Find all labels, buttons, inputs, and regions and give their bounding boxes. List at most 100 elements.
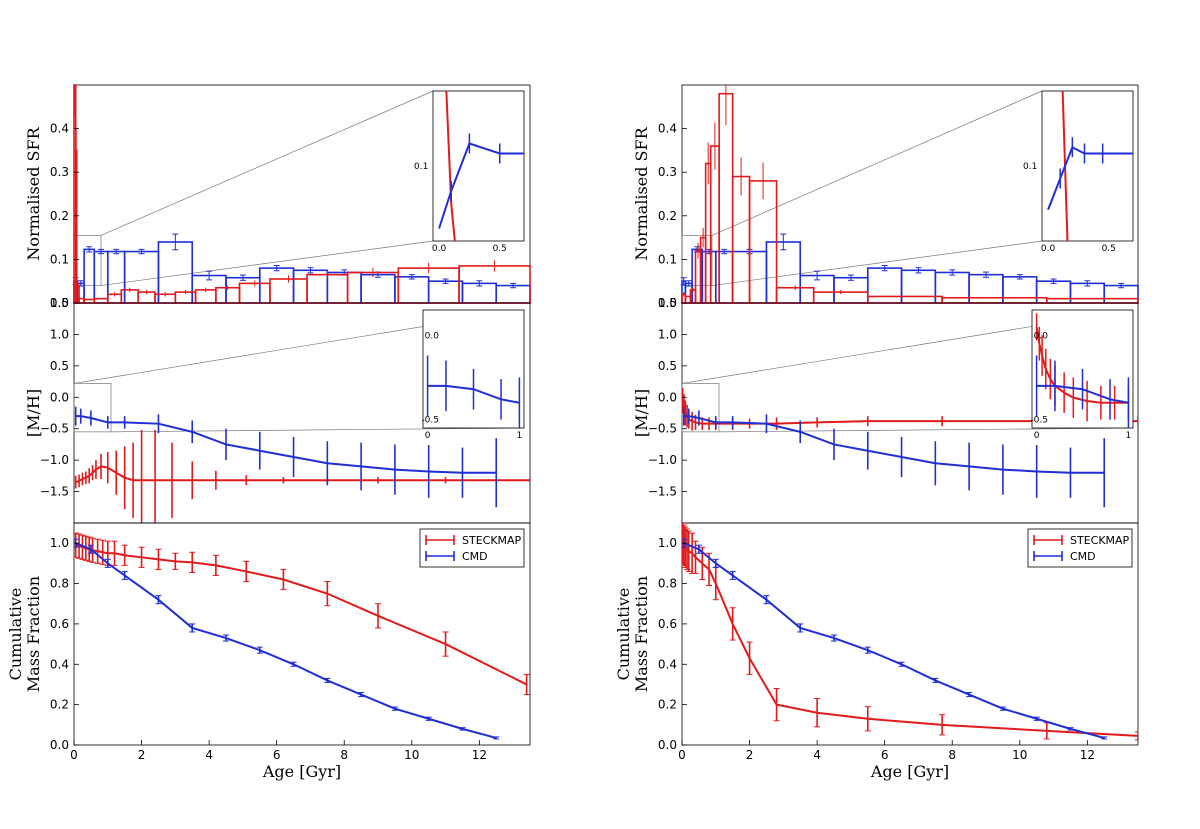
ylabel-cmf-1: Cumulative (614, 588, 633, 681)
ytick-label: 0.4 (50, 657, 69, 671)
zoom-connector (711, 90, 1043, 236)
legend-cmd-label: CMD (1070, 550, 1096, 563)
inset-ytick-label: 0.0 (425, 331, 440, 341)
inset-ytick-label: 0.1 (1023, 162, 1037, 172)
ytick-label: −1.0 (40, 453, 69, 467)
cmd-sfr-bar (106, 250, 126, 304)
ytick-label: −1.0 (648, 453, 677, 467)
ytick-label: 0.2 (50, 698, 69, 712)
cmd-sfr-bar (714, 250, 734, 304)
xtick-label: 12 (1080, 748, 1095, 762)
cmd-sfr-bar (427, 280, 464, 304)
ylabel-cmf-2: Mass Fraction (24, 576, 43, 692)
inset-xtick-label: 0.5 (493, 244, 507, 254)
zoom-connector (100, 240, 434, 286)
cmd-sfr-bar (123, 250, 160, 304)
ytick-label: 0.6 (50, 617, 69, 631)
ytick-label: 0.0 (50, 390, 69, 404)
panel-mh: 1.5 1.0 0.5 0.0 −0.5 −1.0 −1.5 0 1 0.0 -0.5 (40, 296, 531, 524)
legend-steckmap-label: STECKMAP (1070, 534, 1130, 547)
xtick-label: 10 (404, 748, 419, 762)
cmd-sfr-bar (1035, 280, 1072, 304)
zoom-connector (100, 90, 434, 236)
ytick-label: 0.0 (658, 390, 677, 404)
xtick-label: 2 (746, 748, 754, 762)
ylabel-mh: [M/H] (632, 389, 651, 437)
zoom-connector (711, 240, 1043, 286)
ytick-label: 1.5 (658, 296, 677, 310)
cmd-sfr-bar (360, 273, 396, 304)
chart-right-galaxy: 0.0 0.1 0.2 0.3 0.4 0.0 0.5 0.1 1.5 1.0 0.5 0.0 −0.5… (614, 84, 1139, 781)
xtick-label: 4 (205, 748, 213, 762)
ytick-label: 0.0 (50, 738, 69, 752)
inset-xtick-label: 0 (1034, 431, 1040, 441)
ylabel-mh: [M/H] (24, 389, 43, 437)
ytick-label: 0.8 (658, 577, 677, 591)
steckmap-sfr-bar (866, 295, 943, 304)
panel-sfr: 0.0 0.1 0.2 0.3 0.4 0.0 0.5 0.1 (50, 84, 531, 310)
xtick-label: 10 (1012, 748, 1027, 762)
cmd-mh-line (683, 415, 1105, 474)
ytick-label: 0.4 (658, 657, 677, 671)
ytick-label: 0.5 (50, 359, 69, 373)
xlabel: Age [Gyr] (262, 762, 341, 781)
zoom-connector (110, 427, 525, 433)
inset-xtick-label: 0 (425, 431, 431, 441)
cmd-mh-line (75, 415, 497, 474)
ytick-label: 0.8 (50, 577, 69, 591)
inset-mh: 0 1 0.0 -0.5 (1030, 309, 1134, 441)
legend: STECKMAP CMD (1027, 528, 1133, 568)
legend-steckmap-label: STECKMAP (462, 534, 522, 547)
ytick-label: 0.2 (50, 209, 69, 223)
cmd-sfr-bar (833, 276, 869, 304)
steckmap-sfr-bar (941, 296, 1048, 304)
inset-ytick-label: 0.0 (1034, 331, 1049, 341)
ylabel-sfr: Normalised SFR (24, 126, 43, 260)
xlabel: Age [Gyr] (870, 762, 949, 781)
inset-sfr: 0.0 0.5 0.1 (1023, 90, 1134, 254)
legend: STECKMAP CMD (419, 528, 525, 568)
xtick-label: 6 (273, 748, 281, 762)
steckmap-sfr-bar (83, 298, 96, 304)
ytick-label: 0.5 (658, 359, 677, 373)
panel-cmf-frame (681, 522, 1139, 746)
ylabel-cmf-2: Mass Fraction (632, 576, 651, 692)
ylabel-sfr: Normalised SFR (632, 126, 651, 260)
xtick-label: 0 (678, 748, 686, 762)
cmd-sfr-bar (900, 269, 937, 304)
ytick-label: −0.5 (40, 422, 69, 436)
legend-frame (1027, 528, 1133, 568)
inset-mh: 0 1 0.0 -0.5 (421, 309, 525, 441)
panel-cmf: 0.0 0.2 0.4 0.6 0.8 1.0 0 2 4 6 8 10 12 STECKMAP CMD (658, 522, 1139, 762)
cmd-sfr-bar (701, 250, 717, 304)
inset-xtick-label: 0.5 (1102, 244, 1116, 254)
ytick-label: 0.4 (658, 122, 677, 136)
inset-xtick-label: 0.0 (1041, 244, 1056, 254)
ytick-label: 0.1 (50, 252, 69, 266)
ytick-label: 0.3 (50, 165, 69, 179)
cmd-cmf-line (683, 542, 1105, 739)
xtick-label: 8 (948, 748, 956, 762)
cmd-sfr-bar (968, 273, 1004, 304)
inset-steckmap-line (445, 91, 456, 241)
cmd-cmf-line (75, 542, 497, 739)
inset-ytick-label: -0.5 (1030, 416, 1048, 426)
inset-sfr: 0.0 0.5 0.1 (414, 90, 525, 254)
chart-left-galaxy: 0.0 0.1 0.2 0.3 0.4 0.0 0.5 0.1 1.5 1.0 0.5 0.0 −0.5… (6, 84, 531, 781)
ytick-label: 0.0 (658, 296, 677, 310)
cmd-sfr-bar (258, 267, 295, 304)
ytick-label: −1.5 (40, 485, 69, 499)
ytick-label: 0.0 (658, 738, 677, 752)
steckmap-cmf-line (682, 542, 1138, 737)
inset-sfr-frame (1041, 90, 1134, 242)
cmd-sfr-bar (83, 248, 96, 304)
legend-cmd-label: CMD (462, 550, 488, 563)
ytick-label: 0.0 (50, 296, 69, 310)
ylabel-cmf-1: Cumulative (6, 588, 25, 681)
cmd-sfr-bar (1002, 276, 1038, 304)
cmd-sfr-bar (866, 267, 903, 304)
ytick-label: 1.0 (50, 536, 69, 550)
xtick-label: 12 (472, 748, 487, 762)
inset-xtick-label: 1 (517, 431, 523, 441)
ytick-label: −1.5 (648, 485, 677, 499)
